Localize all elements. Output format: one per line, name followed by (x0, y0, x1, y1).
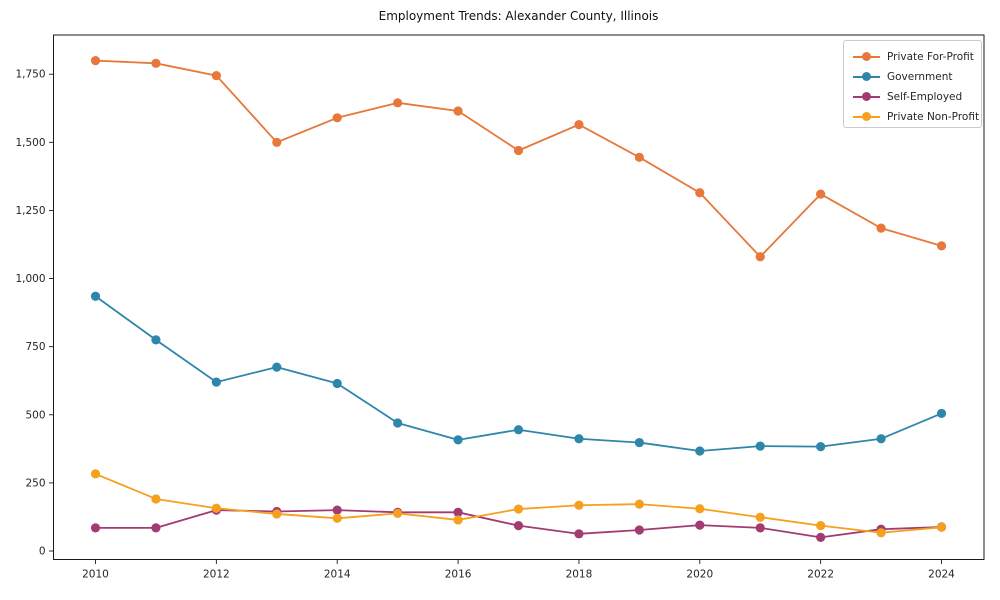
point-government (90, 291, 101, 301)
point-private-non-profit (936, 522, 947, 532)
x-tick-label: 2012 (203, 569, 230, 581)
point-government (816, 442, 826, 452)
line-private-for-profit (95, 59, 942, 258)
legend-label: Private Non-Profit (887, 110, 980, 123)
point-private-non-profit (393, 508, 403, 519)
chart-title: Employment Trends: Alexander County, Ill… (378, 9, 659, 23)
point-private-for-profit (332, 113, 342, 123)
point-private-non-profit (574, 500, 584, 510)
legend-marker-icon (853, 112, 880, 121)
legend-item-private-for-profit: Private For-Profit (853, 47, 981, 66)
point-private-for-profit (695, 188, 705, 198)
point-private-for-profit (876, 223, 886, 233)
point-self-employed (574, 529, 584, 539)
point-private-non-profit (90, 469, 101, 479)
legend-marker-icon (853, 52, 880, 61)
point-self-employed (755, 523, 765, 533)
legend-dot-icon (862, 92, 871, 101)
y-tick-label: 1,000 (15, 273, 45, 285)
point-government (513, 425, 524, 435)
point-private-non-profit (332, 513, 342, 523)
point-private-for-profit (936, 241, 947, 251)
legend-dot-icon (862, 72, 871, 81)
point-private-for-profit (90, 55, 101, 66)
legend-label: Government (887, 70, 953, 83)
y-tick-label: 1,500 (15, 137, 45, 149)
point-self-employed (634, 525, 644, 535)
point-private-for-profit (393, 98, 403, 108)
point-government (151, 335, 161, 345)
point-private-for-profit (574, 120, 584, 130)
point-self-employed (816, 532, 826, 542)
x-tick-label: 2010 (82, 569, 109, 581)
point-government (332, 378, 342, 389)
legend-label: Private For-Profit (887, 50, 974, 63)
point-private-for-profit (513, 145, 524, 156)
x-tick-label: 2022 (807, 569, 834, 581)
x-tick-label: 2020 (686, 569, 713, 581)
point-government (634, 437, 644, 448)
point-self-employed (513, 521, 524, 531)
legend-marker-icon (853, 72, 880, 81)
point-government (211, 377, 221, 387)
legend-marker-icon (853, 92, 880, 101)
legend-item-self-employed: Self-Employed (853, 87, 981, 106)
legend-dot-icon (862, 112, 871, 121)
x-tick-label: 2024 (928, 569, 955, 581)
legend-label: Self-Employed (887, 90, 963, 103)
legend-item-government: Government (853, 67, 981, 86)
point-self-employed (453, 507, 463, 517)
point-private-non-profit (755, 512, 765, 522)
point-self-employed (151, 523, 161, 533)
point-government (936, 408, 947, 419)
x-tick-label: 2018 (566, 569, 593, 581)
legend: Private For-Profit Government Self-Employe… (843, 40, 982, 128)
y-tick-label: 250 (25, 477, 45, 489)
point-private-for-profit (755, 252, 765, 262)
point-private-non-profit (151, 494, 161, 504)
point-private-for-profit (211, 70, 221, 81)
x-tick-label: 2014 (324, 569, 351, 581)
point-private-non-profit (695, 504, 705, 514)
point-self-employed (695, 520, 705, 530)
y-tick-label: 0 (39, 546, 46, 558)
point-private-for-profit (634, 152, 644, 162)
point-private-non-profit (211, 503, 221, 513)
y-tick-label: 750 (25, 341, 45, 353)
point-government (393, 418, 403, 428)
point-private-for-profit (272, 137, 282, 147)
point-private-non-profit (816, 521, 826, 531)
point-government (453, 435, 463, 445)
point-government (272, 362, 282, 372)
point-private-non-profit (513, 504, 524, 514)
point-government (755, 441, 765, 451)
point-private-non-profit (453, 515, 463, 525)
y-tick-label: 1,750 (15, 69, 45, 81)
point-self-employed (90, 523, 101, 533)
point-government (876, 434, 886, 444)
point-private-non-profit (634, 499, 644, 509)
plot-border (53, 34, 985, 560)
y-tick-label: 500 (25, 409, 45, 421)
point-private-for-profit (151, 58, 161, 68)
x-tick-label: 2016 (445, 569, 472, 581)
point-private-non-profit (876, 528, 886, 538)
point-government (574, 434, 584, 444)
point-private-for-profit (816, 189, 826, 199)
legend-dot-icon (862, 52, 871, 61)
point-private-for-profit (453, 106, 463, 116)
point-self-employed (332, 505, 342, 515)
point-private-non-profit (272, 509, 282, 519)
legend-item-private-non-profit: Private Non-Profit (853, 107, 981, 126)
y-tick-label: 1,250 (15, 205, 45, 217)
point-government (695, 446, 705, 456)
